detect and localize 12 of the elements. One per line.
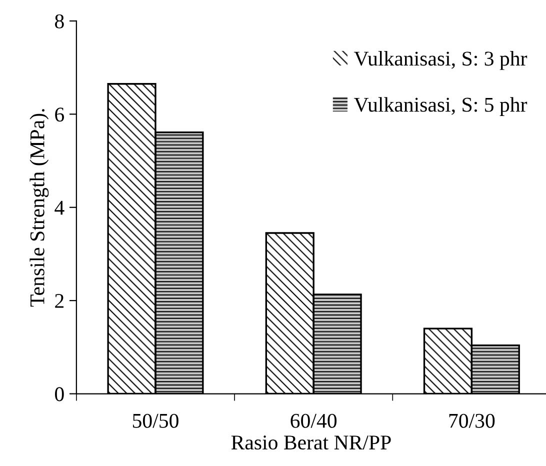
y-axis-title: Tensile Strength (MPa). bbox=[30, 109, 49, 307]
legend-label: Vulkanisasi, S: 5 phr bbox=[354, 97, 528, 116]
y-tick-label: 6 bbox=[55, 108, 64, 122]
y-tick-label: 2 bbox=[55, 294, 64, 308]
x-tick-label: 70/30 bbox=[449, 414, 495, 428]
y-tick-label: 8 bbox=[55, 14, 64, 28]
y-tick-label: 0 bbox=[55, 387, 64, 402]
legend-label: Vulkanisasi, S: 3 phr bbox=[354, 51, 528, 70]
x-tick-label: 50/50 bbox=[132, 414, 178, 428]
y-tick-label: 4 bbox=[54, 200, 64, 215]
x-axis-title: Rasio Berat NR/PP bbox=[231, 436, 391, 450]
x-tick-label: 60/40 bbox=[290, 414, 337, 428]
